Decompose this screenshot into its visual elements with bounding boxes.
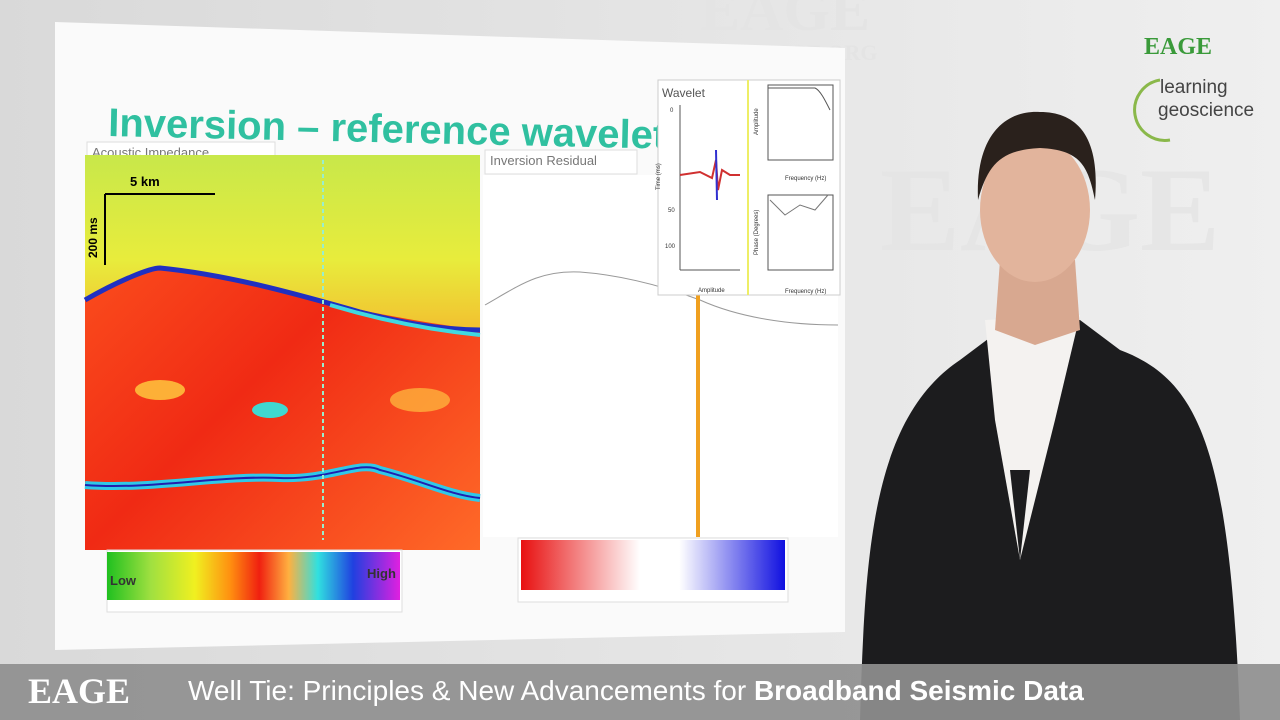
presenter bbox=[860, 111, 1240, 720]
seismic-section bbox=[83, 155, 481, 550]
footer-title-regular: Well Tie: Principles & New Advancements … bbox=[188, 675, 754, 706]
footer-title-bold: Broadband Seismic Data bbox=[754, 675, 1084, 706]
tick-label: 0 bbox=[670, 108, 674, 114]
colorbar-label: Low bbox=[110, 573, 137, 588]
tick-label: 100 bbox=[665, 244, 676, 250]
panel-label: Inversion Residual bbox=[490, 153, 597, 168]
watermark-logo: EAGE bbox=[700, 0, 870, 43]
scale-label: 5 km bbox=[130, 174, 160, 189]
wavelet-title: Wavelet bbox=[662, 86, 706, 100]
axis-label: Phase (Degrees) bbox=[754, 210, 760, 255]
axis-label: Amplitude bbox=[698, 288, 725, 294]
tick-label: 50 bbox=[668, 208, 675, 214]
axis-label: Amplitude bbox=[754, 108, 760, 135]
footer-logo: EAGE bbox=[28, 671, 130, 711]
brand-logo: EAGE bbox=[1144, 34, 1212, 60]
horizon-line bbox=[484, 271, 839, 326]
axis-label: Frequency (Hz) bbox=[785, 289, 826, 295]
brand-text: learning bbox=[1160, 77, 1228, 98]
footer-bar bbox=[0, 664, 1280, 720]
axis-label: Time (ms) bbox=[656, 163, 662, 190]
colorbar bbox=[521, 540, 785, 590]
footer-title: Well Tie: Principles & New Advancements … bbox=[188, 675, 1084, 706]
colorbar-label: High bbox=[367, 566, 396, 581]
axis-label: Frequency (Hz) bbox=[785, 176, 826, 182]
brand-text: geoscience bbox=[1158, 100, 1254, 121]
wavelet-panel bbox=[657, 79, 841, 296]
colorbar bbox=[107, 552, 400, 600]
scale-label: 200 ms bbox=[86, 217, 100, 258]
well-log bbox=[696, 295, 700, 537]
brand-arc bbox=[1133, 78, 1171, 142]
label-box bbox=[484, 149, 638, 175]
